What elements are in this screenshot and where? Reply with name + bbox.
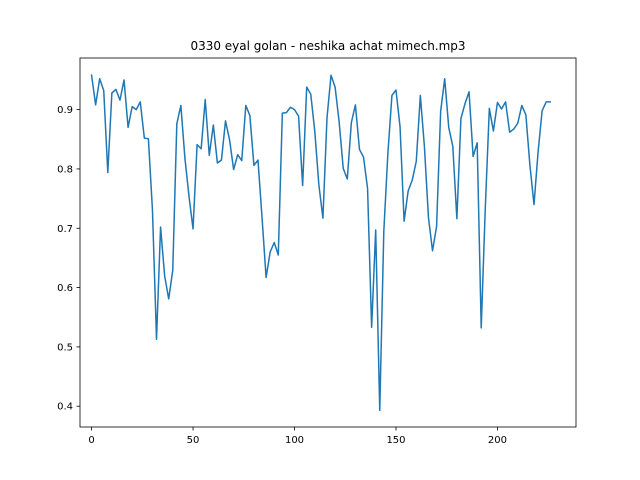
y-tick-label: 0.5 — [57, 342, 73, 353]
x-tick-label: 200 — [488, 435, 507, 446]
plot-frame — [79, 57, 577, 428]
series-layer — [90, 74, 551, 412]
x-tick-label: 150 — [386, 435, 405, 446]
axes-layer: 0 50 100 150 200 0.4 0.5 0.6 0.7 0.8 0.9 — [57, 57, 577, 446]
x-tick-label: 50 — [187, 435, 200, 446]
y-tick-label: 0.7 — [57, 224, 73, 235]
y-tick-label: 0.6 — [57, 283, 73, 294]
x-tick-label: 100 — [285, 435, 304, 446]
y-tick-label: 0.8 — [57, 164, 73, 175]
x-tick-label: 0 — [88, 435, 94, 446]
chart-title: 0330 eyal golan - neshika achat mimech.m… — [190, 39, 465, 53]
series-line-0 — [90, 74, 551, 412]
y-tick-label: 0.4 — [57, 402, 73, 413]
y-tick-label: 0.9 — [57, 105, 73, 116]
